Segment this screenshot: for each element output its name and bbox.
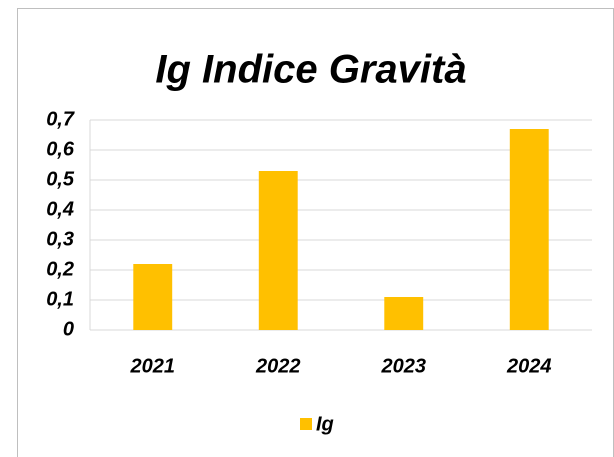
- bar: [258, 171, 298, 330]
- bar: [384, 297, 424, 330]
- legend-swatch: [300, 418, 312, 430]
- y-tick-label: 0: [63, 318, 74, 340]
- x-tick-label: 2023: [381, 355, 427, 377]
- y-tick-label: 0,7: [46, 108, 75, 130]
- legend-label: Ig: [316, 413, 334, 435]
- x-tick-label: 2024: [506, 355, 552, 377]
- chart-title: Ig Indice Gravità: [155, 48, 466, 92]
- y-tick-label: 0,5: [46, 168, 75, 190]
- x-tick-label: 2022: [255, 355, 301, 377]
- y-tick-label: 0,6: [46, 138, 75, 160]
- bar: [509, 129, 549, 330]
- y-tick-label: 0,2: [46, 258, 74, 280]
- y-tick-label: 0,1: [46, 288, 74, 310]
- x-tick-label: 2021: [130, 355, 176, 377]
- bar: [133, 264, 173, 330]
- y-tick-label: 0,4: [46, 198, 74, 220]
- y-tick-label: 0,3: [46, 228, 74, 250]
